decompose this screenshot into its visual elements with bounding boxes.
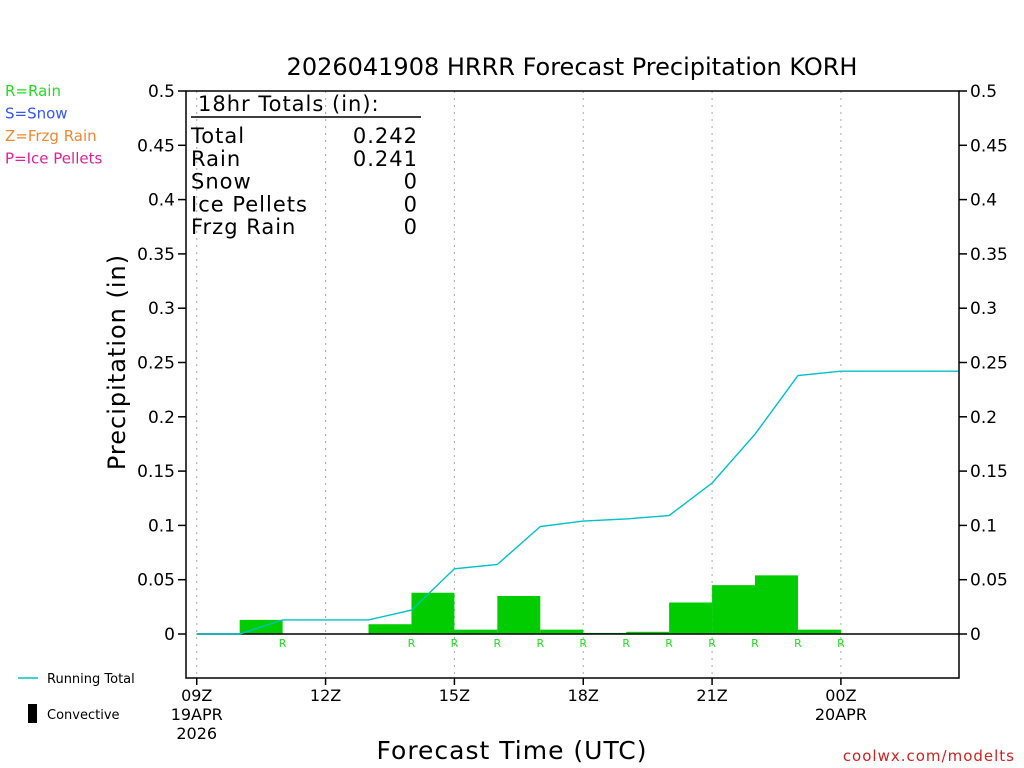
x-tick-label: 00Z (825, 686, 856, 705)
running-total-legend-label: Running Total (47, 672, 135, 687)
running-total-line (196, 370, 959, 635)
y-ticks-right: 0 0.05 0.1 0.15 0.2 0.25 0.3 0.35 0.4 0.45 0.5 (959, 82, 1008, 645)
y-tick-label-right: 0.2 (970, 408, 997, 428)
type-legend-item: P=Ice Pellets (5, 150, 102, 168)
precip-bar (454, 629, 498, 634)
x-tick-date-label: 20APR (815, 705, 867, 724)
precip-bar (797, 629, 841, 634)
x-tick-label: 18Z (568, 686, 599, 705)
bar-type-label: R (837, 637, 845, 650)
running-total-polyline (196, 370, 959, 635)
precip-bar (368, 624, 412, 634)
totals-row-label: Frzg Rain (191, 215, 296, 239)
bar-type-label: R (279, 637, 287, 650)
y-tick-label-left: 0.35 (137, 245, 175, 265)
type-legend-item: S=Snow (5, 105, 68, 123)
precip-type-legend: R=Rain S=Snow Z=Frzg Rain P=Ice Pellets (5, 82, 102, 168)
totals-rows: Total 0.242 Rain 0.241 Snow 0 Ice Pellets 0 Frzg… (190, 124, 418, 239)
x-axis-label: Forecast Time (UTC) (377, 736, 648, 765)
x-tick-label: 21Z (696, 686, 727, 705)
credit-text: coolwx.com/modelts (843, 747, 1015, 765)
totals-row-label: Snow (191, 170, 252, 194)
y-tick-label-right: 0.1 (970, 516, 997, 536)
bar-type-label: R (536, 637, 544, 650)
precip-bar (755, 575, 798, 634)
bar-type-label: R (579, 637, 587, 650)
x-tick-label: 12Z (310, 686, 341, 705)
y-ticks-left: 0 0.05 0.1 0.15 0.2 0.25 0.3 0.35 0.4 0.45 0.5 (137, 82, 186, 645)
y-tick-label-right: 0.5 (970, 82, 997, 102)
y-tick-label-right: 0.4 (970, 191, 997, 211)
y-tick-label-right: 0.15 (970, 462, 1008, 482)
x-tick-date-label: 19APR (171, 705, 223, 724)
totals-row-value: 0 (404, 170, 418, 194)
y-tick-label-left: 0.45 (137, 136, 175, 156)
totals-row-label: Ice Pellets (191, 192, 308, 216)
chart-title: 2026041908 HRRR Forecast Precipitation K… (287, 53, 858, 81)
bar-type-label: R (494, 637, 502, 650)
y-tick-label-left: 0.3 (148, 299, 175, 319)
precip-bar (626, 631, 670, 634)
convective-legend-label: Convective (47, 708, 120, 723)
bar-type-label: R (665, 637, 673, 650)
y-tick-label-left: 0.1 (148, 516, 175, 536)
totals-row-value: 0 (404, 192, 418, 216)
bar-type-label: R (708, 637, 716, 650)
y-axis-label: Precipitation (in) (103, 254, 131, 470)
convective-legend-swatch (28, 704, 37, 723)
bar-type-label: R (622, 637, 630, 650)
series-legend: Running Total Convective (18, 672, 135, 723)
y-tick-label-left: 0 (164, 625, 175, 645)
totals-row-label: Rain (191, 147, 241, 171)
precip-bar (497, 595, 541, 634)
y-tick-label-left: 0.15 (137, 462, 175, 482)
y-tick-label-left: 0.4 (148, 191, 175, 211)
y-tick-label-right: 0.35 (970, 245, 1008, 265)
totals-row-value: 0.241 (353, 147, 418, 171)
y-tick-label-left: 0.25 (137, 354, 175, 374)
type-legend-item: R=Rain (5, 82, 61, 100)
bar-type-label: R (794, 637, 802, 650)
totals-box: 18hr Totals (in): Total 0.242 Rain 0.241 Sno… (190, 92, 421, 239)
x-tick-label: 15Z (439, 686, 470, 705)
precip-bars (239, 575, 841, 634)
y-tick-label-left: 0.05 (137, 571, 175, 591)
precip-bar (669, 602, 713, 634)
y-tick-label-right: 0.3 (970, 299, 997, 319)
bar-type-label: R (408, 637, 416, 650)
precip-bar (712, 585, 756, 634)
precip-bar (411, 592, 455, 634)
totals-row-label: Total (190, 124, 245, 148)
totals-row-value: 0 (404, 215, 418, 239)
precip-bar (540, 629, 584, 634)
y-tick-label-left: 0.2 (148, 408, 175, 428)
plot-frame (185, 90, 960, 679)
y-tick-label-right: 0.05 (970, 571, 1008, 591)
y-tick-label-right: 0 (970, 625, 981, 645)
type-legend-item: Z=Frzg Rain (5, 127, 97, 145)
x-tick-year-label: 2026 (176, 724, 217, 743)
bar-type-label: R (451, 637, 459, 650)
bar-type-label: R (751, 637, 759, 650)
y-tick-label-right: 0.25 (970, 354, 1008, 374)
y-tick-label-right: 0.45 (970, 136, 1008, 156)
totals-heading: 18hr Totals (in): (198, 92, 380, 116)
y-tick-label-left: 0.5 (148, 82, 175, 102)
x-tick-label: 09Z (181, 686, 212, 705)
totals-row-value: 0.242 (353, 124, 418, 148)
